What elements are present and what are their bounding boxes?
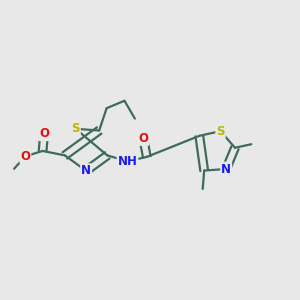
Text: NH: NH <box>118 155 137 168</box>
Text: O: O <box>20 150 30 163</box>
Text: S: S <box>71 122 80 135</box>
Text: O: O <box>39 127 49 140</box>
Text: S: S <box>216 124 225 138</box>
Text: N: N <box>221 163 231 176</box>
Text: O: O <box>138 132 148 145</box>
Text: N: N <box>81 164 91 177</box>
